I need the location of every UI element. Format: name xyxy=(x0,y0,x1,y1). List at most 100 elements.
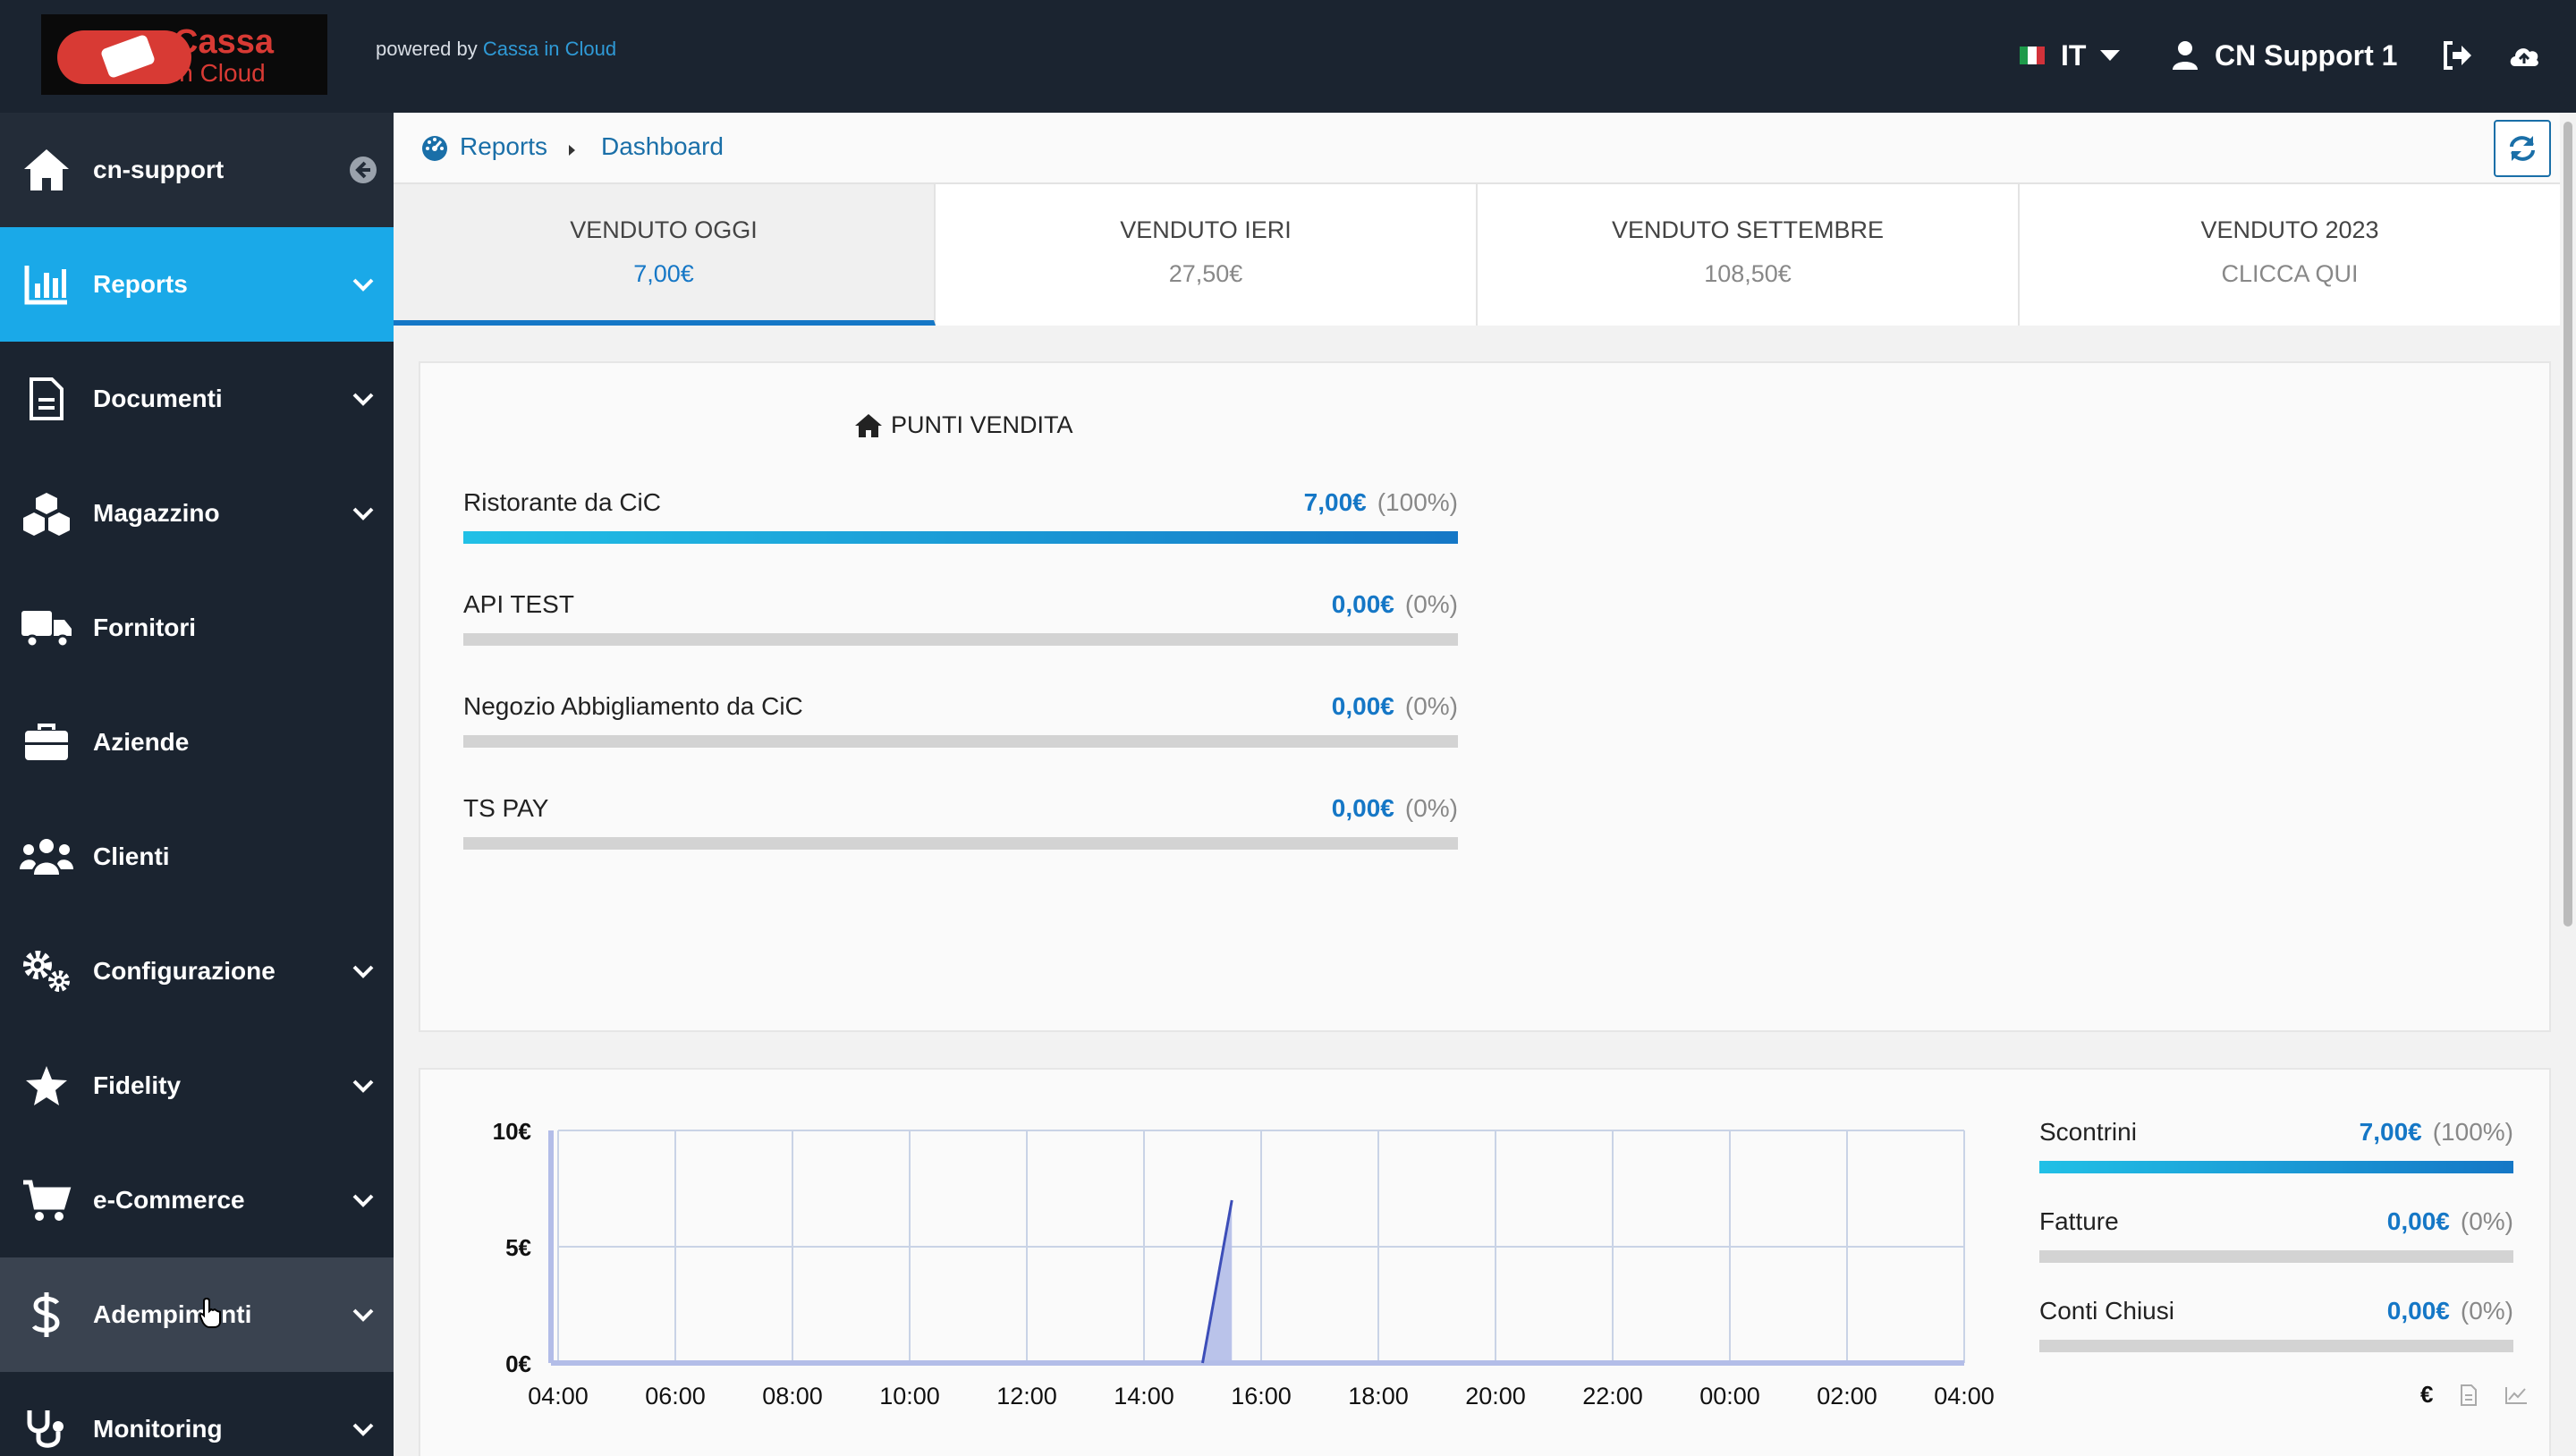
percent: (100%) xyxy=(1377,488,1458,516)
y-tick-label: 0€ xyxy=(505,1350,531,1377)
sidebar-item-label: Magazzino xyxy=(93,499,220,527)
powered-link[interactable]: Cassa in Cloud xyxy=(482,38,617,60)
x-tick-label: 16:00 xyxy=(1231,1383,1292,1409)
amount: 0,00€ xyxy=(2386,1207,2450,1235)
document-icon[interactable] xyxy=(2460,1384,2478,1407)
logout-icon[interactable] xyxy=(2440,38,2476,73)
punto-vendita-value: 0,00€ (0%) xyxy=(1332,590,1458,619)
x-tick-label: 06:00 xyxy=(645,1383,706,1409)
chevron-down-icon xyxy=(352,1079,374,1093)
users-icon xyxy=(20,830,73,884)
back-arrow-icon[interactable] xyxy=(349,156,377,184)
chevron-down-icon xyxy=(352,965,374,978)
sidebar-item-configurazione[interactable]: Configurazione xyxy=(0,914,394,1029)
tab-venduto-ieri[interactable]: VENDUTO IERI 27,50€ xyxy=(936,184,1478,326)
tab-value: 108,50€ xyxy=(1704,260,1792,287)
amount: 0,00€ xyxy=(1331,794,1394,822)
line-chart-icon[interactable] xyxy=(2504,1385,2528,1405)
scrollbar[interactable] xyxy=(2560,113,2576,1456)
sidebar-item-monitoring[interactable]: Monitoring xyxy=(0,1372,394,1456)
percent: (0%) xyxy=(2460,1207,2513,1235)
mouse-cursor-icon xyxy=(199,1297,221,1328)
sidebar-item-label: Fornitori xyxy=(93,614,197,641)
logo-text: Cassa xyxy=(174,23,274,61)
punto-vendita-row: Ristorante da CiC 7,00€ (100%) xyxy=(463,488,1458,551)
breadcrumb-current[interactable]: Dashboard xyxy=(601,132,724,160)
stat-value: 7,00€ (100%) xyxy=(2360,1118,2513,1147)
top-bar: Cassa in Cloud powered by Cassa in Cloud… xyxy=(0,0,2576,113)
progress-bar xyxy=(463,633,1458,646)
chevron-down-icon xyxy=(352,393,374,406)
sidebar-item-label: Aziende xyxy=(93,728,190,756)
y-tick-label: 10€ xyxy=(493,1118,531,1145)
progress-fill xyxy=(2039,1161,2513,1173)
amount: 7,00€ xyxy=(2359,1118,2422,1146)
x-tick-label: 22:00 xyxy=(1582,1383,1643,1409)
stat-value: 0,00€ (0%) xyxy=(2387,1207,2513,1236)
punti-vendita-panel: PUNTI VENDITA Ristorante da CiC 7,00€ (100… xyxy=(419,361,2551,1032)
language-selector[interactable]: IT xyxy=(2020,36,2121,75)
progress-fill xyxy=(463,531,1458,544)
logo-subtext: in Cloud xyxy=(174,59,266,87)
chevron-down-icon xyxy=(352,1194,374,1207)
sidebar-item-fornitori[interactable]: Fornitori xyxy=(0,571,394,685)
tab-venduto-mese[interactable]: VENDUTO SETTEMBRE 108,50€ xyxy=(1478,184,2020,326)
breadcrumb-reports-link[interactable]: Reports xyxy=(460,132,548,160)
tab-value: 7,00€ xyxy=(633,260,694,287)
amount: 0,00€ xyxy=(1331,692,1394,720)
chevron-down-icon xyxy=(352,1423,374,1436)
progress-bar xyxy=(2039,1340,2513,1352)
stat-name: Scontrini xyxy=(2039,1118,2137,1146)
x-tick-label: 20:00 xyxy=(1465,1383,1526,1409)
sidebar-item-ecommerce[interactable]: e-Commerce xyxy=(0,1143,394,1257)
stat-name: Conti Chiusi xyxy=(2039,1297,2174,1325)
x-tick-label: 08:00 xyxy=(762,1383,823,1409)
briefcase-icon xyxy=(20,715,73,769)
sidebar-item-label: Monitoring xyxy=(93,1415,223,1443)
cloud-upload-icon[interactable] xyxy=(2506,38,2542,73)
amount: 0,00€ xyxy=(1331,590,1394,618)
stat-tabs: VENDUTO OGGI 7,00€ VENDUTO IERI 27,50€ V… xyxy=(394,184,2560,326)
x-tick-label: 12:00 xyxy=(996,1383,1057,1409)
x-tick-label: 18:00 xyxy=(1348,1383,1409,1409)
sidebar-item-documenti[interactable]: Documenti xyxy=(0,342,394,456)
refresh-button[interactable] xyxy=(2494,120,2551,177)
user-menu[interactable]: CN Support 1 xyxy=(2172,34,2397,77)
x-tick-label: 10:00 xyxy=(879,1383,940,1409)
sidebar-item-label: Adempimenti xyxy=(93,1300,252,1328)
x-tick-label: 02:00 xyxy=(1817,1383,1877,1409)
scrollbar-thumb[interactable] xyxy=(2563,122,2572,927)
tab-label: VENDUTO OGGI xyxy=(570,216,758,243)
sidebar-item-clienti[interactable]: Clienti xyxy=(0,800,394,914)
sidebar-item-fidelity[interactable]: Fidelity xyxy=(0,1029,394,1143)
sidebar-item-label: e-Commerce xyxy=(93,1186,245,1214)
progress-bar xyxy=(2039,1161,2513,1173)
punto-vendita-value: 0,00€ (0%) xyxy=(1332,692,1458,721)
document-stat-row: Conti Chiusi 0,00€ (0%) xyxy=(2039,1297,2513,1359)
user-name: CN Support 1 xyxy=(2215,38,2398,72)
x-tick-label: 00:00 xyxy=(1699,1383,1760,1409)
tab-venduto-oggi[interactable]: VENDUTO OGGI 7,00€ xyxy=(394,184,936,326)
sidebar-item-magazzino[interactable]: Magazzino xyxy=(0,456,394,571)
sidebar-item-adempimenti[interactable]: Adempimenti xyxy=(0,1257,394,1372)
tab-venduto-anno[interactable]: VENDUTO 2023 CLICCA QUI xyxy=(2020,184,2560,326)
chevron-down-icon xyxy=(352,507,374,521)
punto-vendita-value: 7,00€ (100%) xyxy=(1304,488,1458,517)
percent: (0%) xyxy=(1404,794,1458,822)
user-icon xyxy=(2173,41,2198,70)
caret-down-icon xyxy=(2100,50,2121,61)
sidebar-home[interactable]: cn-support xyxy=(0,113,394,227)
home-icon xyxy=(20,143,73,197)
stat-value: 0,00€ (0%) xyxy=(2387,1297,2513,1325)
document-stat-row: Scontrini 7,00€ (100%) xyxy=(2039,1118,2513,1181)
punto-vendita-row: TS PAY 0,00€ (0%) xyxy=(463,794,1458,857)
chevron-down-icon xyxy=(352,278,374,292)
sidebar-item-reports[interactable]: Reports xyxy=(0,227,394,342)
euro-icon[interactable]: € xyxy=(2420,1381,2434,1408)
percent: (0%) xyxy=(2460,1297,2513,1325)
sidebar-item-aziende[interactable]: Aziende xyxy=(0,685,394,800)
x-tick-label: 04:00 xyxy=(1934,1383,1995,1409)
sales-chart: 10€ 5€ 0€ 04:00 06:00 08:00 10:00 12:00 14:00 16:… xyxy=(456,1114,2030,1454)
app-logo[interactable]: Cassa in Cloud xyxy=(41,14,327,95)
italy-flag-icon xyxy=(2020,47,2045,64)
